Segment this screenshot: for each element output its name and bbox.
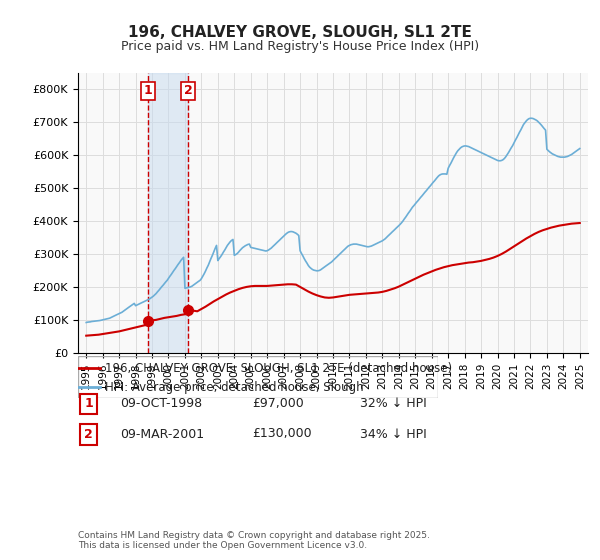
Text: 196, CHALVEY GROVE, SLOUGH, SL1 2TE (detached house): 196, CHALVEY GROVE, SLOUGH, SL1 2TE (det… xyxy=(105,362,452,375)
Text: £97,000: £97,000 xyxy=(252,396,304,410)
Text: 1: 1 xyxy=(84,397,93,410)
Text: 2: 2 xyxy=(84,428,93,441)
Text: 2: 2 xyxy=(184,84,193,97)
Text: 196, CHALVEY GROVE, SLOUGH, SL1 2TE: 196, CHALVEY GROVE, SLOUGH, SL1 2TE xyxy=(128,25,472,40)
Text: 1: 1 xyxy=(144,84,152,97)
Text: 09-MAR-2001: 09-MAR-2001 xyxy=(120,427,204,441)
Text: 34% ↓ HPI: 34% ↓ HPI xyxy=(360,427,427,441)
Bar xyxy=(148,73,188,353)
Text: Price paid vs. HM Land Registry's House Price Index (HPI): Price paid vs. HM Land Registry's House … xyxy=(121,40,479,53)
Text: HPI: Average price, detached house, Slough: HPI: Average price, detached house, Slou… xyxy=(105,381,364,394)
Text: £130,000: £130,000 xyxy=(252,427,311,441)
Text: 32% ↓ HPI: 32% ↓ HPI xyxy=(360,396,427,410)
Text: 09-OCT-1998: 09-OCT-1998 xyxy=(120,396,202,410)
Text: Contains HM Land Registry data © Crown copyright and database right 2025.
This d: Contains HM Land Registry data © Crown c… xyxy=(78,530,430,550)
